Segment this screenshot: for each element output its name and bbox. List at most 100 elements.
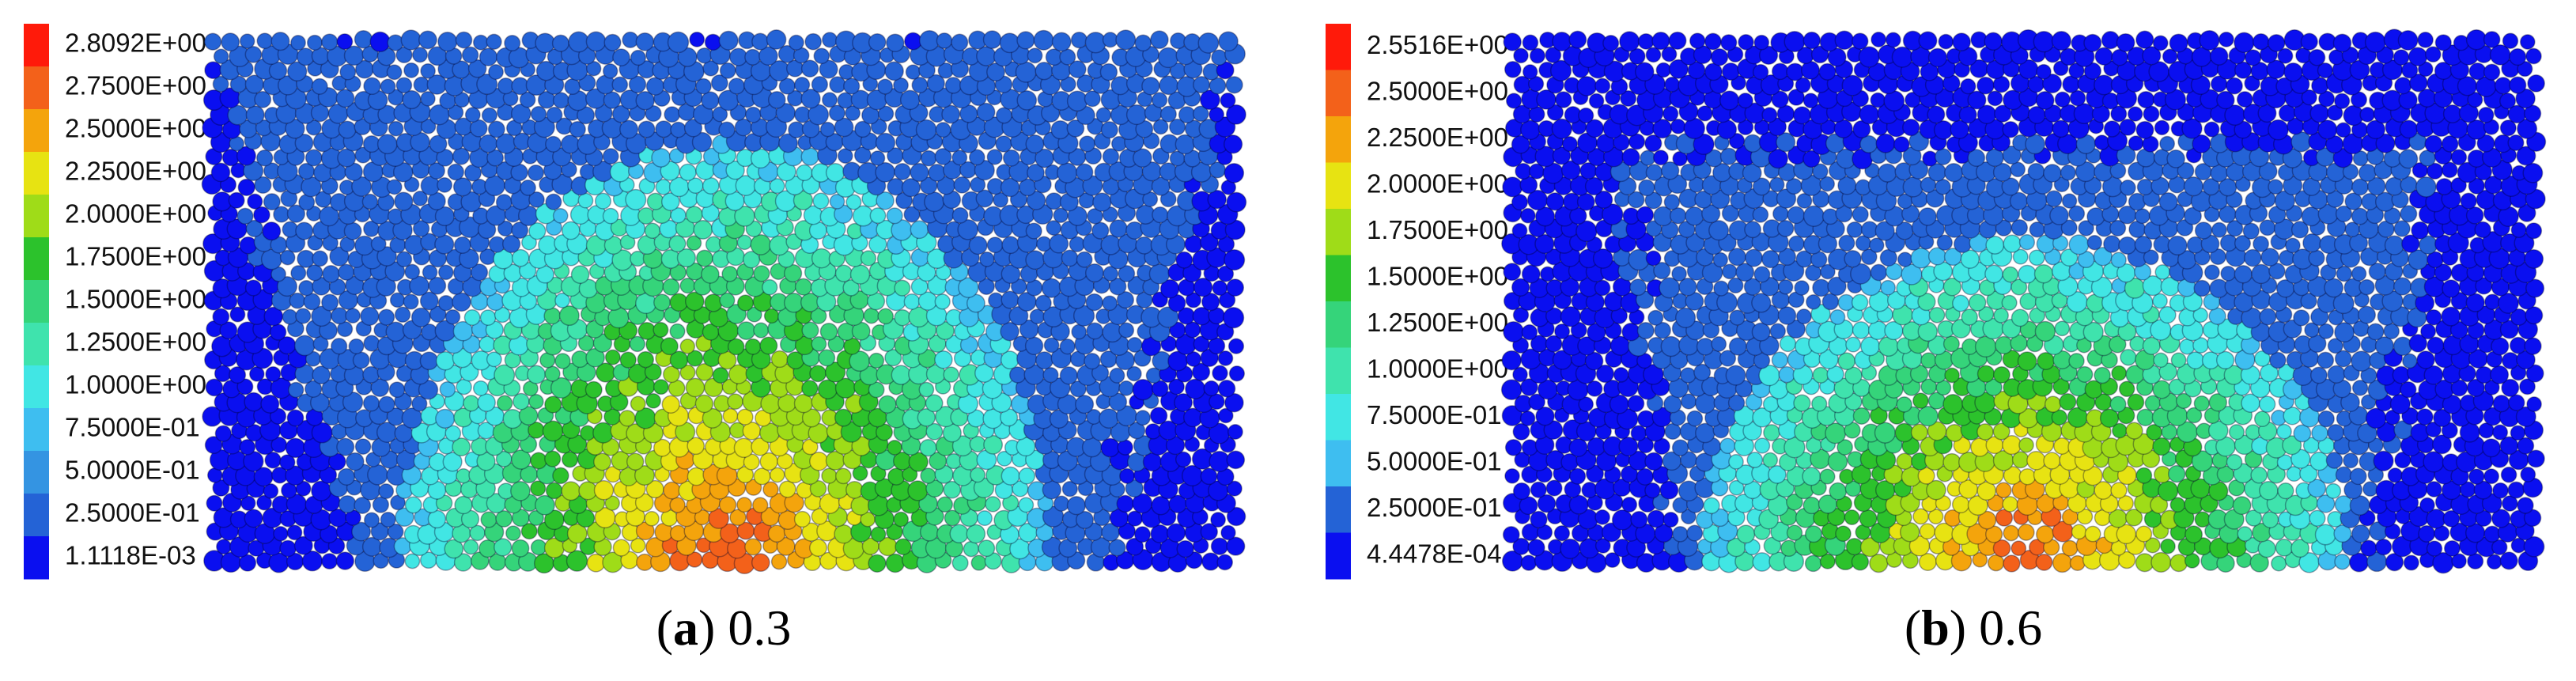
particle <box>214 425 232 442</box>
particle <box>1050 119 1070 140</box>
particle <box>769 467 785 483</box>
particle <box>2136 408 2154 426</box>
particle <box>1655 62 1672 78</box>
particle <box>953 176 971 194</box>
particle <box>1776 220 1795 237</box>
particle <box>612 48 630 66</box>
particle <box>1212 280 1228 297</box>
particle <box>1663 194 1681 210</box>
particle <box>794 278 812 296</box>
legend-swatch <box>1326 394 1351 441</box>
particle <box>279 539 297 558</box>
particle <box>1762 452 1779 468</box>
particle <box>821 467 838 484</box>
particle <box>602 148 619 165</box>
particle <box>622 31 639 48</box>
particle <box>552 467 569 485</box>
particle <box>2408 47 2428 66</box>
particle <box>1125 479 1144 498</box>
particle <box>1504 467 1520 484</box>
particle <box>1942 452 1961 472</box>
particle <box>378 483 395 500</box>
particle <box>239 438 256 456</box>
particle <box>1505 93 1523 109</box>
particle <box>2426 481 2442 498</box>
particle <box>951 33 969 51</box>
particle <box>767 90 786 109</box>
particle <box>1602 35 1620 52</box>
particle <box>943 366 959 383</box>
particle <box>936 496 954 513</box>
particle <box>2509 76 2527 94</box>
particle <box>454 495 473 515</box>
particle <box>728 78 746 95</box>
particle <box>925 479 944 498</box>
particle <box>2153 352 2169 369</box>
particle <box>1960 78 1976 95</box>
particle <box>472 380 489 396</box>
legend-swatch <box>24 323 49 366</box>
particle <box>801 438 819 456</box>
particle <box>439 380 456 398</box>
particle <box>1151 92 1168 108</box>
particle <box>2393 336 2413 357</box>
particle <box>1075 163 1094 181</box>
particle <box>693 219 713 240</box>
particle <box>2051 30 2072 51</box>
particle <box>530 452 547 470</box>
particle <box>941 104 961 124</box>
particle <box>1084 352 1101 370</box>
particle <box>2424 134 2443 153</box>
particle <box>809 452 829 471</box>
particle <box>849 264 871 285</box>
particle <box>2283 406 2302 426</box>
particle <box>979 251 995 267</box>
particle <box>1108 539 1126 557</box>
particle <box>1176 539 1194 558</box>
particle <box>331 338 348 355</box>
particle <box>1686 524 1704 542</box>
particle <box>907 480 929 501</box>
particle <box>910 220 929 240</box>
particle <box>1016 437 1036 457</box>
particle <box>2450 149 2468 166</box>
particle <box>2311 424 2328 442</box>
particle <box>604 495 620 511</box>
particle <box>995 107 1013 124</box>
particle <box>1728 454 1744 470</box>
particle <box>2483 468 2500 485</box>
particle <box>966 524 986 544</box>
particle <box>1664 76 1681 93</box>
particle <box>244 46 263 63</box>
particle <box>2243 248 2262 267</box>
particle <box>1091 221 1110 240</box>
particle <box>2271 555 2287 572</box>
particle <box>902 466 918 482</box>
particle <box>1529 47 1545 64</box>
particle <box>244 279 263 297</box>
particle <box>1644 452 1663 471</box>
particle <box>369 31 391 53</box>
particle <box>2109 395 2127 413</box>
particle <box>604 349 621 365</box>
caption: (b) 0.6 <box>1905 600 2042 656</box>
particle <box>1752 206 1769 223</box>
particle <box>510 480 531 501</box>
particle <box>437 32 458 52</box>
particle <box>2427 336 2445 354</box>
particle <box>481 107 497 123</box>
particle <box>2094 366 2111 384</box>
particle <box>1944 367 1960 384</box>
particle <box>2325 452 2343 469</box>
particle <box>1224 249 1246 271</box>
particle <box>2049 206 2069 225</box>
particle <box>2003 554 2021 573</box>
particle <box>744 48 762 66</box>
particle <box>2060 165 2077 181</box>
caption-prefix: ( <box>656 600 673 656</box>
particle <box>951 554 969 572</box>
particle <box>1725 365 1746 386</box>
particle <box>545 482 563 500</box>
legend-swatch <box>1326 532 1351 580</box>
particle <box>285 437 306 459</box>
